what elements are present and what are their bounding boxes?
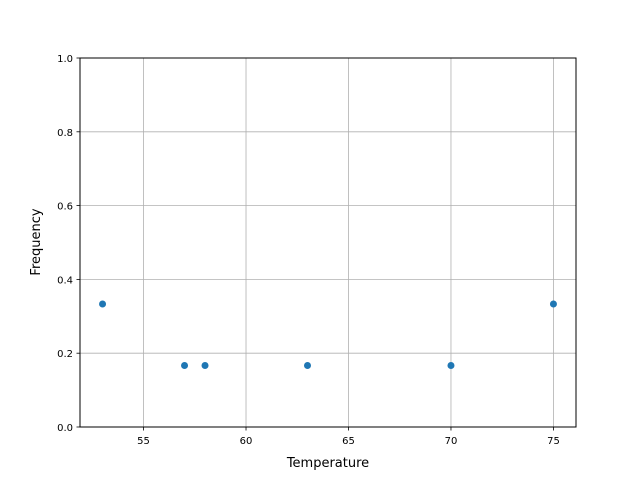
axes-frame [79, 57, 577, 428]
y-tick-label: 0.4 [57, 275, 73, 286]
data-point [447, 361, 455, 369]
data-point [201, 361, 209, 369]
points [99, 300, 557, 369]
y-axis-label: Frequency [29, 208, 44, 275]
data-point [549, 300, 557, 308]
ticks: 55 60 65 70 75 0.0 0.2 0.4 0.6 0.8 1.0 [57, 54, 560, 447]
grid [80, 57, 576, 428]
data-point [304, 361, 312, 369]
y-tick-label: 0.0 [57, 423, 73, 434]
x-axis-label: Temperature [286, 456, 369, 471]
x-tick-label: 70 [445, 436, 458, 447]
x-tick-label: 75 [547, 436, 560, 447]
y-tick-label: 0.8 [57, 128, 73, 139]
x-tick-label: 55 [137, 436, 150, 447]
x-tick-label: 65 [342, 436, 355, 447]
data-point [99, 300, 107, 308]
y-tick-label: 0.2 [57, 349, 73, 360]
y-tick-label: 0.6 [57, 202, 73, 213]
y-tick-label: 1.0 [57, 54, 73, 65]
x-tick-label: 60 [240, 436, 253, 447]
data-point [181, 361, 189, 369]
